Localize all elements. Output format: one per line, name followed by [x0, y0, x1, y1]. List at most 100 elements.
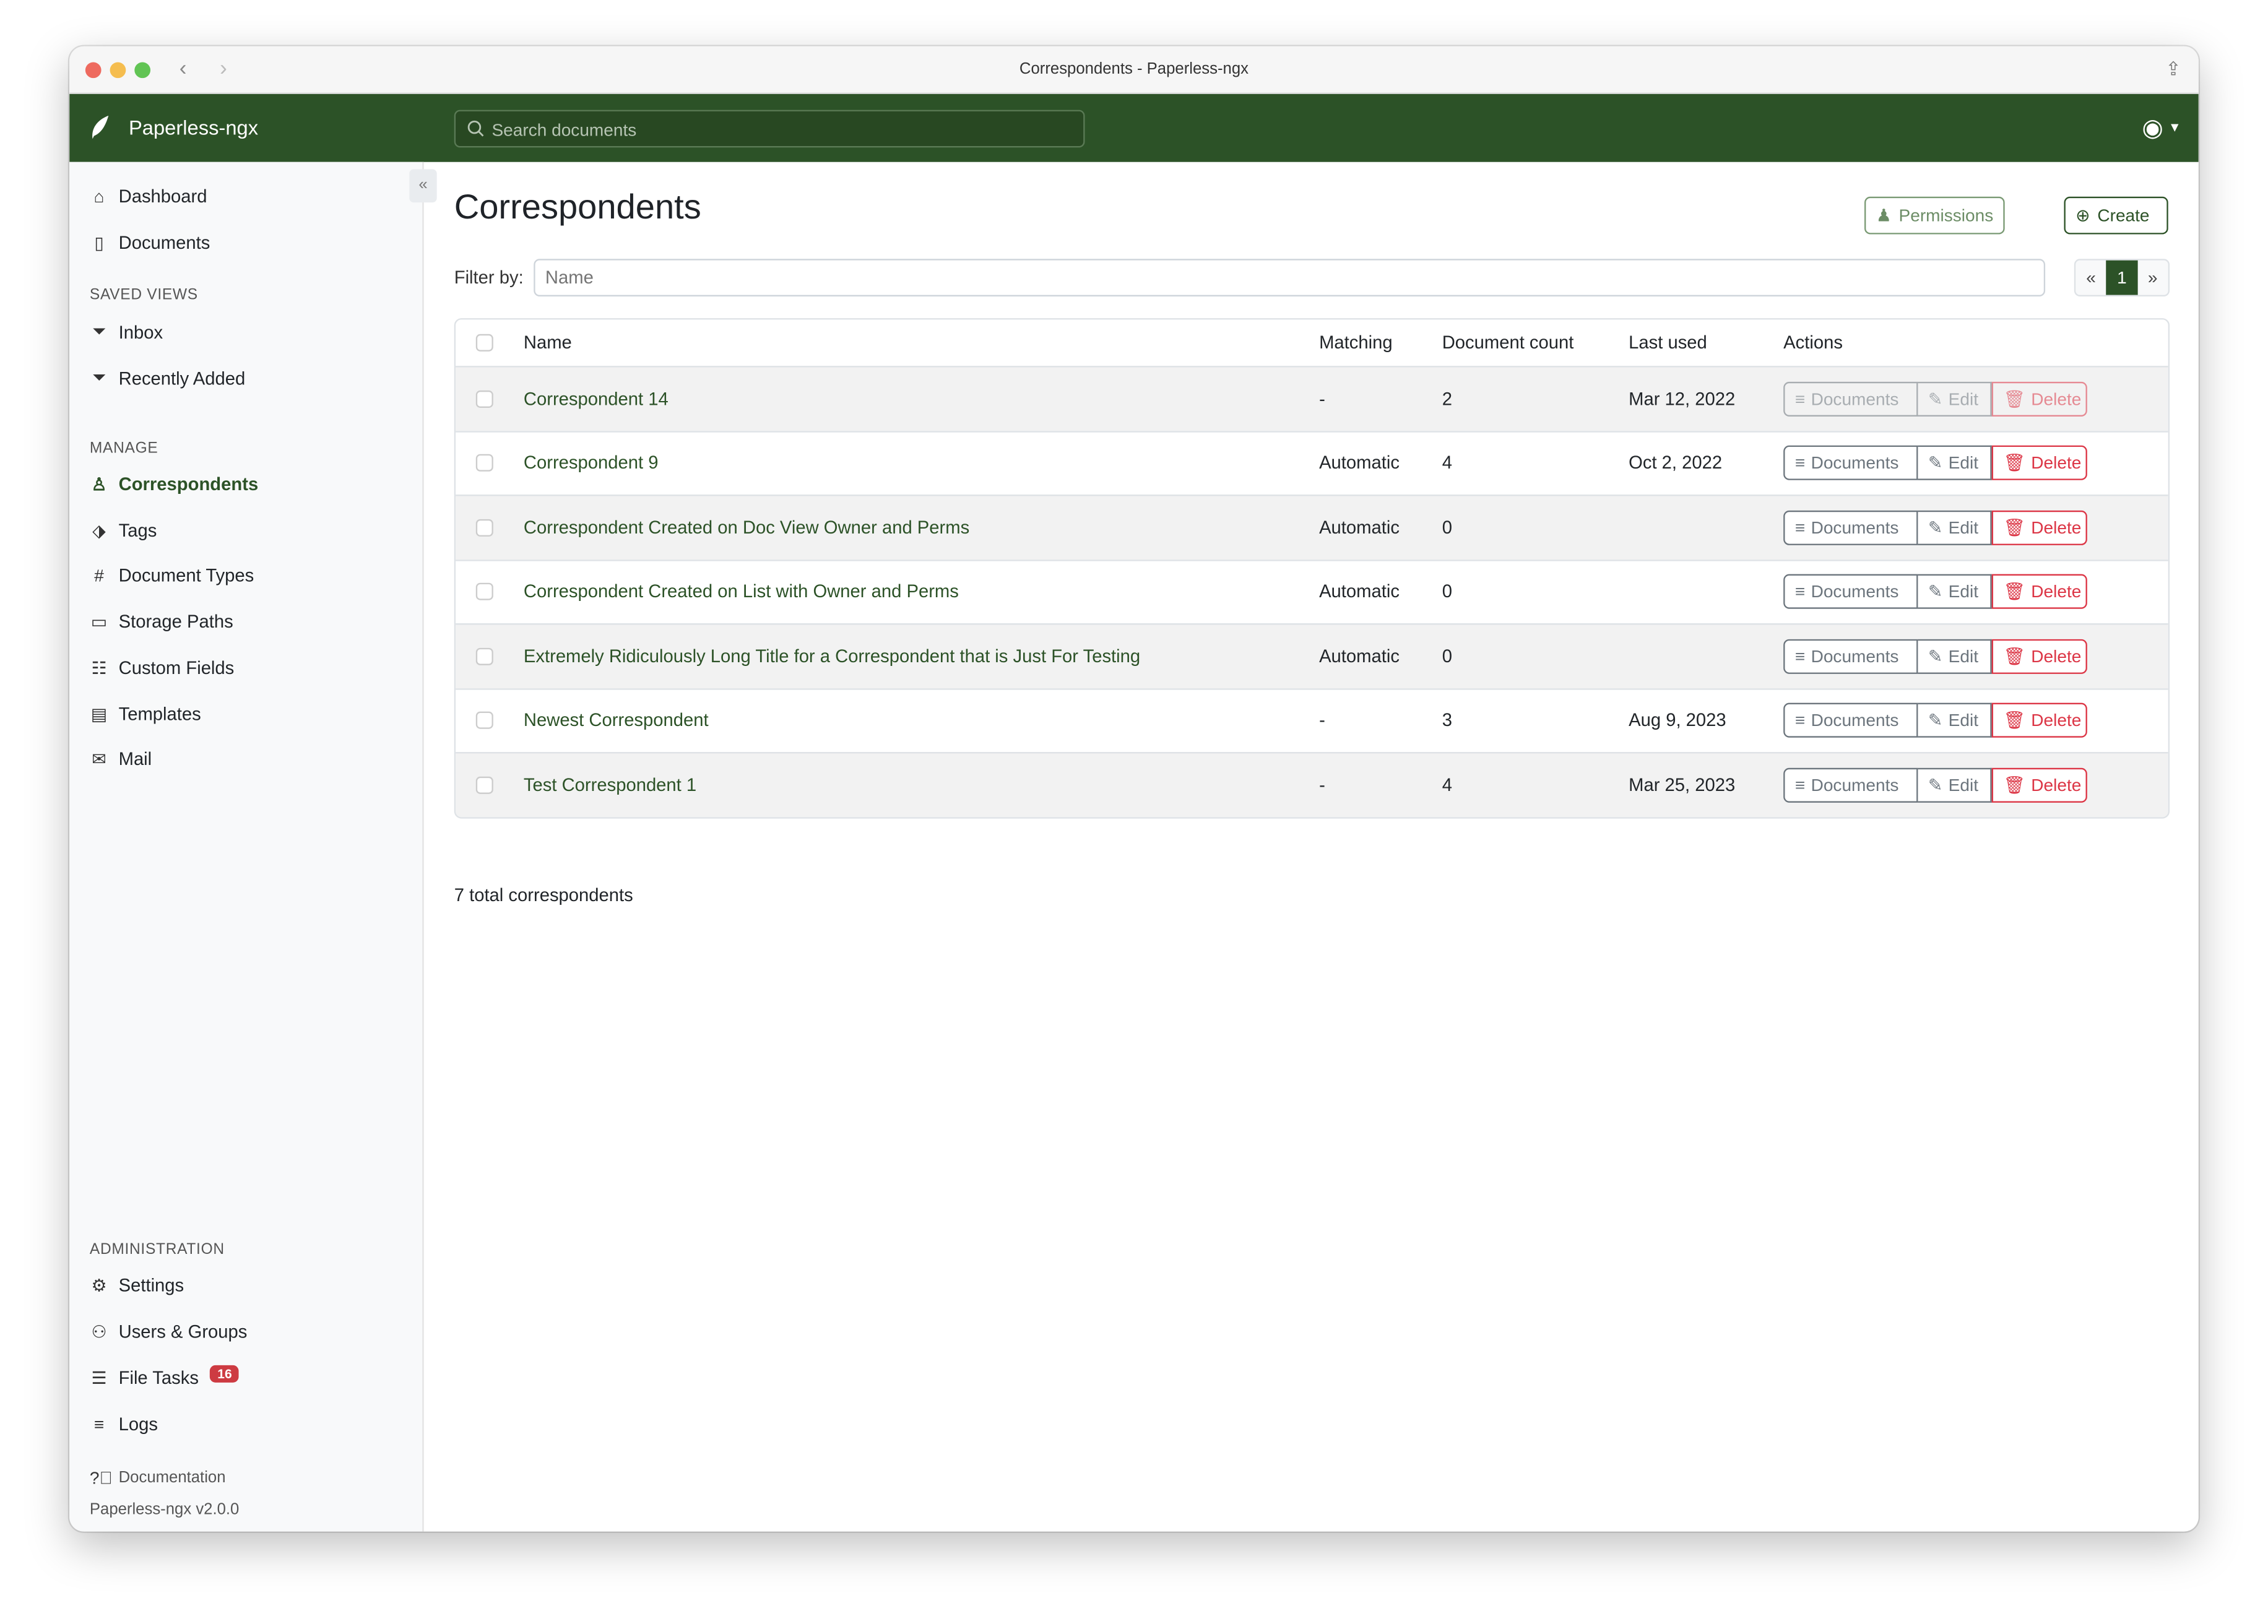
table-header: Name Matching Document count Last used A…	[456, 319, 2168, 366]
row-checkbox[interactable]	[475, 390, 493, 408]
trash-icon: 🗑︎	[2003, 388, 2025, 409]
last-used-cell: Mar 25, 2023	[1629, 774, 1736, 795]
sidebar-item-settings[interactable]: ⚙ Settings	[90, 1276, 184, 1296]
row-checkbox[interactable]	[475, 454, 493, 472]
row-checkbox[interactable]	[475, 519, 493, 537]
trash-icon: 🗑︎	[2003, 646, 2025, 667]
back-icon[interactable]: ‹	[179, 56, 187, 81]
share-icon[interactable]: ⇪	[2165, 58, 2181, 80]
close-window-button[interactable]	[85, 62, 102, 79]
sidebar-item-tags[interactable]: ⬗ Tags	[90, 520, 157, 541]
documentation-link[interactable]: ?⃝ Documentation	[89, 1467, 226, 1488]
sidebar-item-recently-added[interactable]: ⏷ Recently Added	[90, 368, 245, 389]
edit-button[interactable]: ✎ Edit	[1918, 767, 1992, 803]
sidebar-item-logs[interactable]: ≡ Logs	[90, 1414, 158, 1435]
create-button[interactable]: ⊕ Create	[2064, 196, 2168, 235]
row-checkbox[interactable]	[475, 712, 493, 730]
documents-button[interactable]: ≡ Documents	[1783, 381, 1918, 417]
row-actions: ≡ Documents ✎ Edit 🗑︎ Delete	[1783, 510, 2087, 545]
sidebar-item-dashboard[interactable]: ⌂ Dashboard	[90, 186, 207, 207]
documents-button[interactable]: ≡ Documents	[1783, 574, 1918, 610]
table-row: Test Correspondent 1 - 4 Mar 25, 2023 ≡ D…	[456, 752, 2168, 817]
correspondent-name-link[interactable]: Correspondent 14	[523, 388, 669, 409]
select-all-checkbox[interactable]	[475, 334, 493, 352]
edit-button[interactable]: ✎ Edit	[1918, 639, 1992, 674]
edit-button[interactable]: ✎ Edit	[1918, 703, 1992, 738]
tags-icon: ⬗	[92, 520, 106, 541]
gear-icon: ⚙	[91, 1275, 107, 1296]
sidebar-item-document-types[interactable]: # Document Types	[90, 566, 254, 586]
brand-name[interactable]: Paperless-ngx	[128, 115, 259, 139]
minimize-window-button[interactable]	[110, 62, 126, 79]
last-used-cell: Mar 12, 2022	[1629, 388, 1736, 409]
table-row: Correspondent 14 - 2 Mar 12, 2022 ≡ Docum…	[456, 366, 2168, 431]
documents-button[interactable]: ≡ Documents	[1783, 703, 1918, 738]
filter-icon: ≡	[1794, 646, 1806, 667]
correspondent-name-link[interactable]: Extremely Ridiculously Long Title for a …	[523, 646, 1141, 667]
row-checkbox[interactable]	[475, 647, 493, 665]
column-header-last-used[interactable]: Last used	[1629, 332, 1707, 353]
row-checkbox[interactable]	[475, 583, 493, 601]
sidebar-item-inbox[interactable]: ⏷ Inbox	[90, 321, 163, 343]
envelope-icon: ✉	[92, 749, 106, 770]
version-label: Paperless-ngx v2.0.0	[89, 1501, 240, 1519]
row-actions: ≡ Documents ✎ Edit 🗑︎ Delete	[1783, 381, 2087, 417]
document-count-cell: 0	[1442, 581, 1452, 602]
correspondent-name-link[interactable]: Correspondent Created on List with Owner…	[523, 581, 959, 602]
pagination-prev[interactable]: «	[2086, 267, 2096, 288]
pencil-icon: ✎	[1928, 710, 1943, 731]
column-header-name[interactable]: Name	[523, 332, 572, 353]
documents-button[interactable]: ≡ Documents	[1783, 639, 1918, 674]
delete-button[interactable]: 🗑︎ Delete	[1991, 381, 2087, 417]
documents-button[interactable]: ≡ Documents	[1783, 767, 1918, 803]
collapse-sidebar-button[interactable]: «	[409, 169, 437, 203]
permissions-button[interactable]: ♟ Permissions	[1864, 196, 2005, 235]
delete-button[interactable]: 🗑︎ Delete	[1991, 446, 2087, 481]
sidebar-item-documents[interactable]: ▯ Documents	[90, 233, 210, 253]
sidebar-item-correspondents[interactable]: ♙ Correspondents	[90, 474, 258, 495]
delete-button[interactable]: 🗑︎ Delete	[1991, 767, 2087, 803]
sidebar-item-mail[interactable]: ✉ Mail	[90, 749, 152, 769]
folder-icon: ▭	[90, 611, 108, 633]
administration-heading: ADMINISTRATION	[89, 1240, 225, 1258]
pagination: « 1 »	[2074, 259, 2170, 297]
funnel-icon: ⏷	[92, 367, 106, 388]
documents-button[interactable]: ≡ Documents	[1783, 510, 1918, 545]
sidebar-item-file-tasks[interactable]: ☰ File Tasks 16	[90, 1365, 240, 1388]
search-input[interactable]: Search documents	[454, 110, 1085, 148]
people-icon: ⚇	[91, 1321, 107, 1342]
correspondent-name-link[interactable]: Test Correspondent 1	[523, 774, 697, 795]
correspondent-name-link[interactable]: Correspondent 9	[523, 452, 659, 473]
delete-button[interactable]: 🗑︎ Delete	[1991, 510, 2087, 545]
documents-button[interactable]: ≡ Documents	[1783, 446, 1918, 481]
sidebar-item-custom-fields[interactable]: ☷ Custom Fields	[90, 658, 234, 678]
funnel-icon: ⏷	[92, 321, 106, 342]
edit-button[interactable]: ✎ Edit	[1918, 446, 1992, 481]
correspondent-name-link[interactable]: Newest Correspondent	[523, 710, 709, 731]
last-used-cell: Oct 2, 2022	[1629, 452, 1723, 473]
pagination-page-1[interactable]: 1	[2106, 260, 2137, 295]
sidebar-item-storage-paths[interactable]: ▭ Storage Paths	[90, 611, 233, 633]
sidebar-item-templates[interactable]: ▤ Templates	[90, 704, 201, 725]
forward-icon[interactable]: ›	[220, 56, 227, 81]
column-header-actions: Actions	[1783, 332, 1843, 353]
document-count-cell: 0	[1442, 646, 1452, 667]
edit-button[interactable]: ✎ Edit	[1918, 574, 1992, 610]
edit-button[interactable]: ✎ Edit	[1918, 510, 1992, 545]
pagination-next[interactable]: »	[2147, 267, 2158, 288]
delete-button[interactable]: 🗑︎ Delete	[1991, 639, 2087, 674]
filter-icon: ≡	[1794, 452, 1806, 473]
sidebar-item-users-groups[interactable]: ⚇ Users & Groups	[90, 1321, 247, 1342]
filter-name-input[interactable]	[534, 259, 2046, 297]
edit-button[interactable]: ✎ Edit	[1918, 381, 1992, 417]
row-checkbox[interactable]	[475, 776, 493, 794]
pencil-icon: ✎	[1928, 517, 1943, 538]
delete-button[interactable]: 🗑︎ Delete	[1991, 703, 2087, 738]
delete-button[interactable]: 🗑︎ Delete	[1991, 574, 2087, 610]
row-actions: ≡ Documents ✎ Edit 🗑︎ Delete	[1783, 446, 2087, 481]
column-header-matching[interactable]: Matching	[1319, 332, 1393, 353]
column-header-document-count[interactable]: Document count	[1442, 332, 1574, 353]
maximize-window-button[interactable]	[134, 62, 151, 79]
user-menu[interactable]: ◉ ▼	[2142, 114, 2181, 144]
correspondent-name-link[interactable]: Correspondent Created on Doc View Owner …	[523, 517, 970, 538]
